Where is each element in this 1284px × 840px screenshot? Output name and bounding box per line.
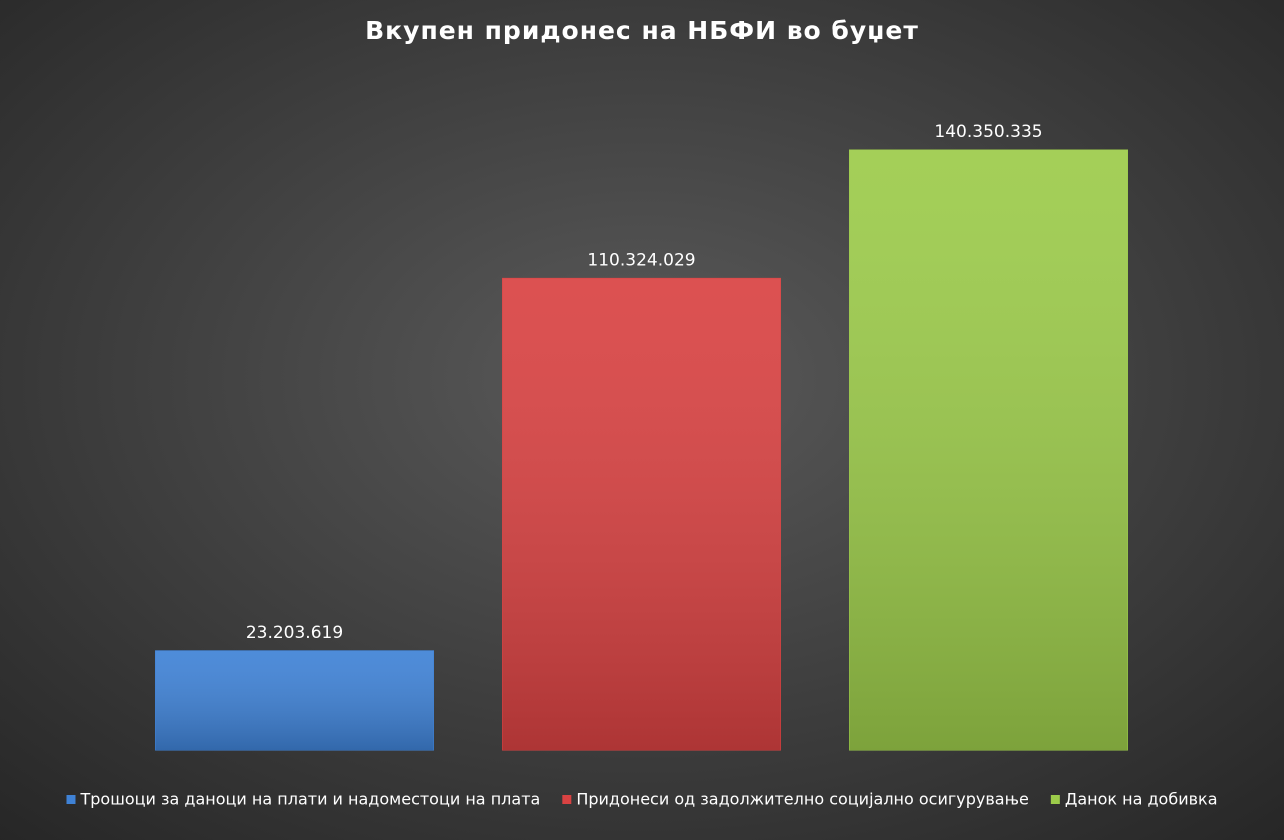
- legend-label: Данок на добивка: [1065, 790, 1218, 809]
- bar-shade: [502, 278, 781, 750]
- legend-label: Трошоци за даноци на плати и надоместоци…: [79, 790, 540, 809]
- legend-swatch: [562, 795, 572, 804]
- bar-shade: [155, 650, 434, 750]
- legend-label: Придонеси од задолжително социјално осиг…: [576, 790, 1029, 809]
- legend-swatch: [1050, 795, 1060, 804]
- chart-title: Вкупен придонес на НБФИ во буџет: [365, 16, 919, 45]
- bar-shade: [849, 150, 1128, 750]
- data-label: 140.350.335: [934, 122, 1042, 142]
- data-label: 23.203.619: [246, 623, 343, 643]
- data-label: 110.324.029: [587, 250, 695, 270]
- legend-swatch: [66, 795, 76, 804]
